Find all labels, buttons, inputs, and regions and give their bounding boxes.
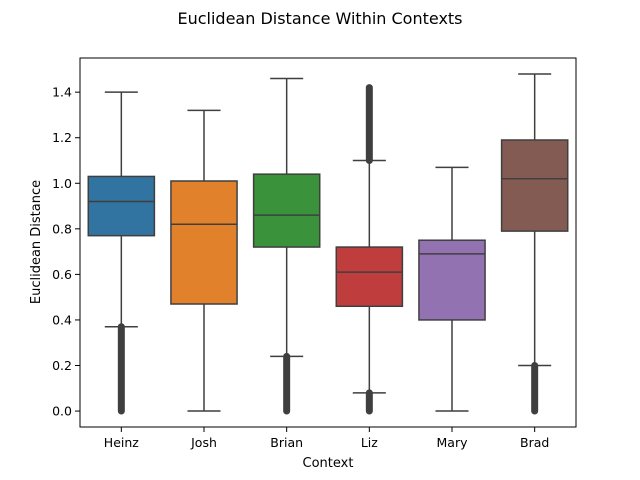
box-iqr [418,239,486,321]
y-tick-label: 0.2 [52,358,72,373]
box-iqr [252,173,321,248]
x-tick-label: Liz [361,435,378,450]
chart-title: Euclidean Distance Within Contexts [177,9,462,28]
y-tick-label: 0.6 [52,267,72,282]
y-tick-label: 1.4 [52,85,72,100]
x-tick-label: Heinz [104,435,139,450]
box-iqr [87,175,156,237]
y-tick-label: 1.0 [52,176,72,191]
box-heinz [87,91,156,415]
box-iqr [335,246,404,308]
x-tick-label: Mary [437,435,469,450]
x-tick-label: Brad [520,435,549,450]
x-axis: Heinz Josh Brian Liz Mary Brad [104,427,549,450]
y-axis: 0.0 0.2 0.4 0.6 0.8 1.0 1.2 1.4 [52,85,80,419]
box-brian [252,77,321,415]
axes-frame [79,57,577,428]
y-tick-label: 0.0 [52,404,72,419]
box-liz [335,84,404,415]
y-tick-label: 1.2 [52,130,72,145]
y-tick-label: 0.4 [52,312,72,327]
x-tick-label: Josh [190,435,217,450]
x-tick-label: Brian [270,435,303,450]
box-iqr [170,180,238,305]
box-mary [418,166,486,412]
y-axis-label: Euclidean Distance [29,180,44,304]
box-brad [500,73,569,415]
plot-area [87,73,569,415]
x-axis-label: Context [303,456,354,471]
y-tick-label: 0.8 [52,221,72,236]
box-josh [170,109,238,412]
box-iqr [500,139,569,232]
